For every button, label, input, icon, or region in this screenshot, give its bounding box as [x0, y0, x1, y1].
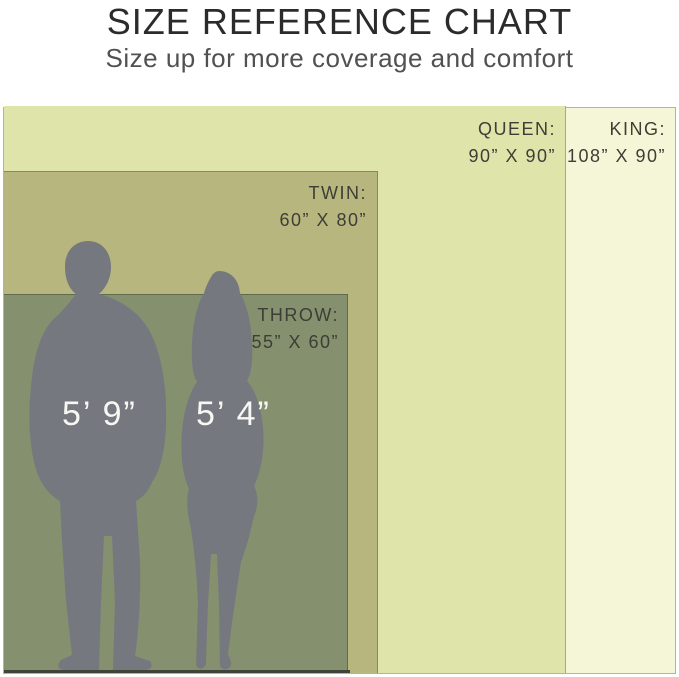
twin-size-label: TWIN: 60” X 80”: [279, 180, 367, 234]
silhouettes-graphic: [29, 241, 264, 670]
size-comparison-chart: QUEEN: 90” X 90” KING: 108” X 90” TWIN: …: [3, 106, 676, 674]
woman-height-label: 5’ 4”: [196, 395, 271, 433]
throw-size-dimensions: 55” X 60”: [251, 332, 339, 352]
king-size-label: KING: 108” X 90”: [567, 116, 666, 170]
throw-size-name: THROW:: [257, 305, 339, 325]
king-size-dimensions: 108” X 90”: [566, 146, 666, 166]
man-silhouette: [29, 241, 167, 670]
queen-size-label: QUEEN: 90” X 90”: [468, 116, 556, 170]
floor-line: [4, 670, 350, 673]
woman-silhouette: [181, 271, 264, 670]
queen-size-name: QUEEN:: [477, 119, 556, 139]
twin-size-name: TWIN:: [308, 183, 367, 203]
page-subtitle: Size up for more coverage and comfort: [105, 42, 574, 73]
man-height-label: 5’ 9”: [62, 395, 137, 433]
twin-size-dimensions: 60” X 80”: [279, 210, 367, 230]
page-title: SIZE REFERENCE CHART: [106, 1, 573, 42]
king-size-name: KING:: [609, 119, 666, 139]
queen-size-dimensions: 90” X 90”: [468, 146, 556, 166]
header: SIZE REFERENCE CHART Size up for more co…: [0, 0, 679, 74]
throw-size-label: THROW: 55” X 60”: [251, 302, 339, 356]
